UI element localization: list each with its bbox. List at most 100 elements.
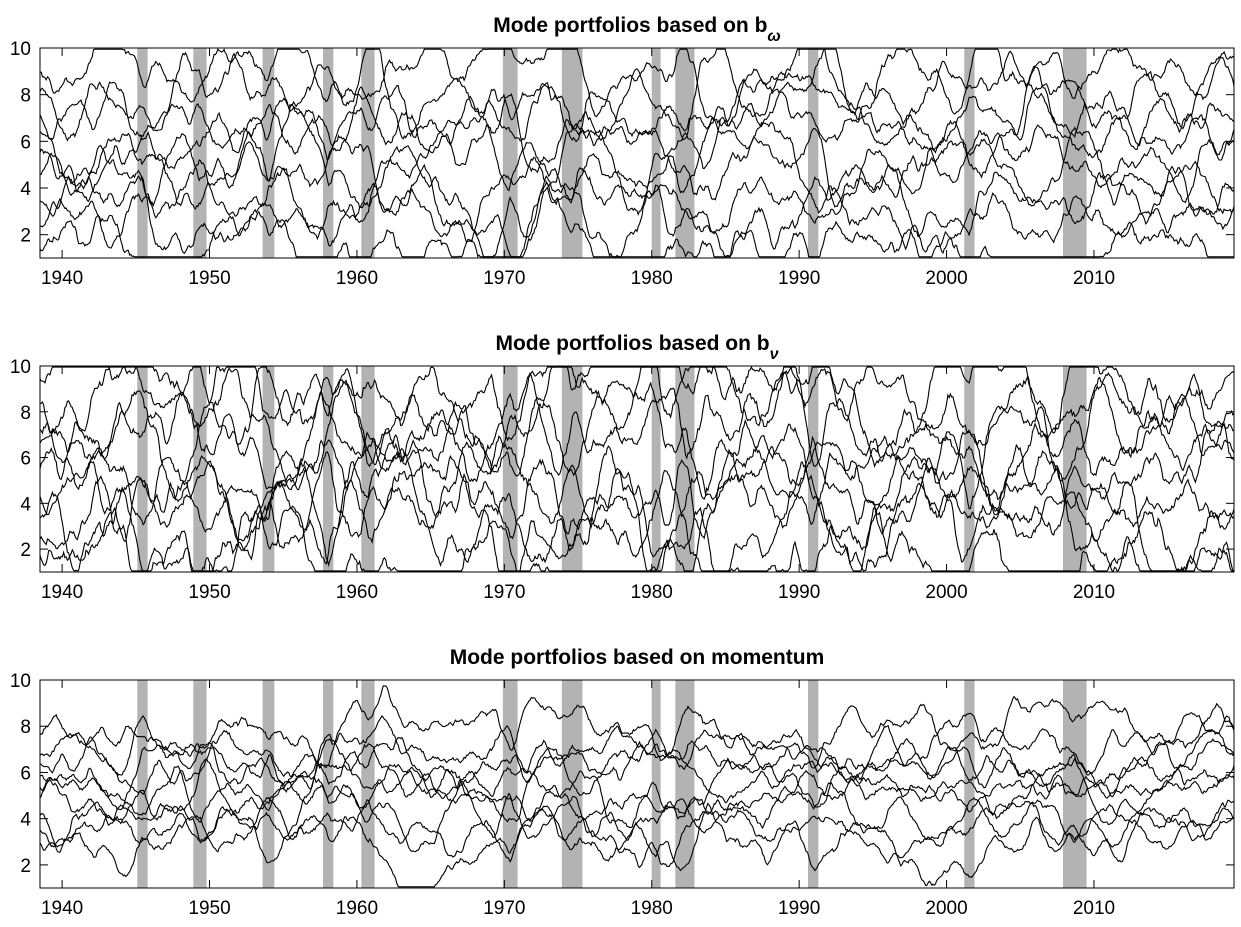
x-tick-label: 1960 — [336, 898, 378, 919]
shaded-period-3 — [262, 680, 275, 888]
shaded-period-10 — [807, 48, 819, 258]
series-line-5 — [40, 102, 1234, 214]
y-tick-label: 6 — [20, 763, 31, 784]
chart-panel-2: Mode portfolios based on bν 1940 1950 1960 1… — [10, 332, 1235, 603]
x-tick-label: 2000 — [925, 582, 967, 603]
chart-title-subscript: ω — [767, 28, 780, 45]
y-tick-label: 10 — [10, 671, 31, 692]
series-lines — [40, 48, 1234, 258]
shaded-period-1 — [137, 680, 148, 888]
x-tick-label: 1990 — [778, 582, 820, 603]
x-tick-label: 2000 — [925, 268, 967, 289]
series-line-9 — [40, 48, 1234, 142]
x-tick-label: 1940 — [41, 898, 83, 919]
shaded-period-8 — [651, 680, 661, 888]
chart-title: Mode portfolios based on bω — [493, 14, 781, 45]
shaded-period-4 — [323, 366, 334, 572]
shaded-period-5 — [361, 366, 375, 572]
y-tick-label: 2 — [20, 540, 31, 561]
series-line-6 — [40, 367, 1234, 501]
shaded-period-9 — [675, 680, 695, 888]
x-tick-label: 1950 — [188, 898, 230, 919]
y-tick-label: 4 — [20, 179, 31, 200]
x-tick-label: 2000 — [925, 898, 967, 919]
shaded-period-7 — [561, 366, 583, 572]
chart-title: Mode portfolios based on momentum — [450, 646, 825, 669]
x-tick-label: 1960 — [336, 582, 378, 603]
chart-panel-1: Mode portfolios based on bω 1940 1950 1960 1… — [10, 14, 1235, 289]
shaded-period-6 — [502, 680, 518, 888]
x-tick-label: 1970 — [483, 898, 525, 919]
shaded-period-12 — [1063, 366, 1087, 572]
series-line-4 — [40, 733, 1234, 840]
x-tick-label: 1940 — [41, 268, 83, 289]
series-line-2 — [40, 451, 1234, 572]
shaded-period-6 — [502, 366, 518, 572]
shaded-period-10 — [807, 366, 819, 572]
series-line-1 — [40, 479, 1234, 572]
series-line-4 — [40, 122, 1234, 244]
series-line-1 — [40, 802, 1234, 888]
series-line-8 — [40, 366, 1234, 474]
shaded-period-5 — [361, 48, 375, 258]
x-tick-label: 1950 — [188, 268, 230, 289]
x-tick-label: 1970 — [483, 582, 525, 603]
axes-box — [39, 365, 1235, 573]
x-tick-label: 1940 — [41, 582, 83, 603]
x-tick-label: 2010 — [1073, 582, 1115, 603]
series-line-7 — [40, 728, 1234, 798]
shaded-period-11 — [964, 48, 975, 258]
y-tick-label: 6 — [20, 449, 31, 470]
series-lines — [40, 685, 1234, 888]
x-tick-label: 2010 — [1073, 898, 1115, 919]
shaded-period-2 — [193, 680, 207, 888]
shaded-period-7 — [561, 48, 583, 258]
series-line-8 — [40, 705, 1234, 790]
shaded-period-8 — [651, 366, 661, 572]
axes-box — [39, 47, 1235, 259]
x-tick-label: 1990 — [778, 268, 820, 289]
chart-title: Mode portfolios based on bν — [495, 332, 778, 363]
axes-box — [39, 679, 1235, 889]
series-line-3 — [40, 780, 1234, 863]
series-lines — [40, 366, 1234, 572]
y-tick-label: 4 — [20, 810, 31, 831]
y-tick-label: 10 — [10, 39, 31, 60]
series-line-4 — [40, 429, 1234, 561]
shaded-period-3 — [262, 366, 275, 572]
series-line-9 — [40, 366, 1234, 468]
series-line-7 — [40, 366, 1234, 510]
shaded-period-3 — [262, 48, 275, 258]
x-tick-label: 1990 — [778, 898, 820, 919]
chart-panel-3: Mode portfolios based on momentum 1940 195… — [10, 646, 1235, 919]
y-tick-label: 8 — [20, 403, 31, 424]
series-line-6 — [40, 725, 1234, 811]
y-tick-label: 6 — [20, 132, 31, 153]
series-line-8 — [40, 48, 1234, 147]
shaded-period-2 — [193, 366, 207, 572]
y-tick-label: 10 — [10, 357, 31, 378]
shaded-period-1 — [137, 48, 148, 258]
x-tick-label: 1950 — [188, 582, 230, 603]
chart-title-subscript: ν — [770, 346, 779, 363]
x-tick-label: 1980 — [631, 268, 673, 289]
shaded-period-10 — [807, 680, 819, 888]
series-line-2 — [40, 792, 1234, 878]
shaded-period-1 — [137, 366, 148, 572]
x-tick-label: 2010 — [1073, 268, 1115, 289]
series-line-3 — [40, 133, 1234, 258]
shaded-period-12 — [1063, 48, 1087, 258]
y-tick-label: 2 — [20, 856, 31, 877]
x-tick-label: 1970 — [483, 268, 525, 289]
shaded-period-6 — [502, 48, 518, 258]
series-line-1 — [40, 186, 1234, 258]
y-tick-label: 2 — [20, 226, 31, 247]
x-tick-label: 1980 — [631, 898, 673, 919]
series-line-5 — [40, 421, 1234, 567]
series-line-5 — [40, 741, 1234, 823]
y-tick-label: 8 — [20, 86, 31, 107]
x-tick-label: 1980 — [631, 582, 673, 603]
y-tick-label: 8 — [20, 717, 31, 738]
shaded-period-11 — [964, 680, 975, 888]
shaded-period-4 — [323, 48, 334, 258]
